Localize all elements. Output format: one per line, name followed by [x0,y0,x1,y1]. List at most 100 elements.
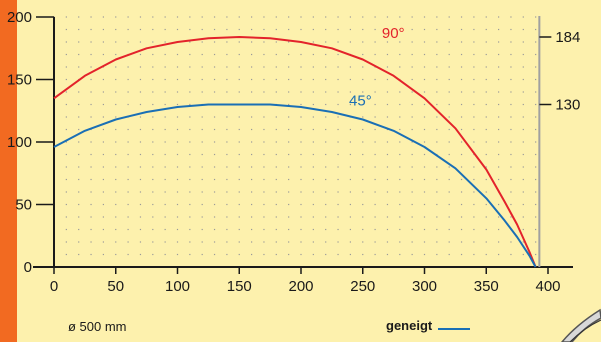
grid-dot [213,166,216,168]
grid-dot [485,153,487,156]
grid-dot [349,28,351,31]
grid-dot [325,16,327,18]
grid-dot [411,153,413,156]
grid-dot [510,141,512,143]
grid-dot [423,78,426,81]
grid-dot [102,53,104,56]
grid-dot [263,228,265,231]
x-tick-label: 300 [412,278,437,295]
grid-dot [460,228,463,231]
grid-dot [275,241,277,243]
grid-dot [201,91,203,93]
grid-dot [176,228,179,231]
grid-dot [473,66,475,68]
grid-dot [362,41,364,43]
grid-dot [263,28,265,31]
grid-dot [251,241,253,243]
grid-dot [423,128,426,131]
grid-dot [374,128,376,131]
grid-dot [90,241,92,243]
y-tick-label: 100 [7,134,32,151]
grid-dot [325,78,327,81]
grid-dot [90,53,92,56]
grid-dot [522,78,524,81]
grid-dot [238,53,240,56]
grid-dot [510,91,512,93]
grid-dot [337,78,339,81]
grid-dot [201,16,203,18]
grid-dot [213,53,216,56]
grid-dot [473,103,475,106]
grid-dot [522,103,524,106]
grid-dot [436,203,438,206]
tick-labels: 0 50 100 150 200 0 50 100 150 200 250 300 350 400 184 1… [7,9,580,295]
grid-dot [288,28,290,31]
grid-dot [522,16,524,18]
grid-dot [374,178,376,181]
grid-dot [65,103,67,106]
grid-dot [362,178,364,181]
grid-dot [374,141,376,143]
grid-dot [263,41,265,43]
grid-dot [176,166,179,168]
grid-dot [263,191,265,193]
grid-dot [436,78,438,81]
grid-dot [164,166,166,168]
grid-dot [325,216,327,218]
grid-dot [78,141,80,143]
grid-dot [448,53,450,56]
grid-dot [288,16,290,18]
grid-dot [386,116,389,118]
grid-dot [374,53,376,56]
grid-dot [337,178,339,181]
grid-dot [325,203,327,206]
grid-dot [90,153,92,156]
grid-dot [115,153,117,156]
grid-dot [399,228,401,231]
grid-dot [288,153,290,156]
grid-dot [473,191,475,193]
grid-dot [139,166,142,168]
grid-dot [238,203,240,206]
grid-dot [312,141,314,143]
grid-dot [325,128,327,131]
grid-dot [399,16,401,18]
grid-dot [189,78,191,81]
grid-dot [251,66,253,68]
grid-dot [152,41,154,43]
grid-dot [78,241,80,243]
grid-dot [226,128,228,131]
grid-dot [201,166,203,168]
grid-dot [312,166,314,168]
grid-dot [275,28,277,31]
grid-dot [349,216,351,218]
grid-dot [275,78,277,81]
grid-dot [102,216,104,218]
grid-dot [275,166,277,168]
grid-dot [362,216,364,218]
grid-dot [65,191,67,193]
grid-dot [535,153,537,156]
grid-dot [510,16,512,18]
grid-dot [263,241,265,243]
grid-dot [312,41,314,43]
grid-dot [510,66,512,68]
grid-dot [522,153,524,156]
grid-dot [65,241,67,243]
grid-dot [238,228,240,231]
grid-dot [399,41,401,43]
right-axis-label: 130 [555,97,580,114]
accent-stripe [0,0,17,342]
grid-dot [386,41,389,43]
grid-dot [90,228,92,231]
grid-dot [238,241,240,243]
grid-dot [164,78,166,81]
grid-dot [288,141,290,143]
grid-dot [189,153,191,156]
grid-dot [139,141,142,143]
grid-dot [189,203,191,206]
grid-dot [251,203,253,206]
grid-dot [436,228,438,231]
grid-dot [325,178,327,181]
grid-dot [288,78,290,81]
